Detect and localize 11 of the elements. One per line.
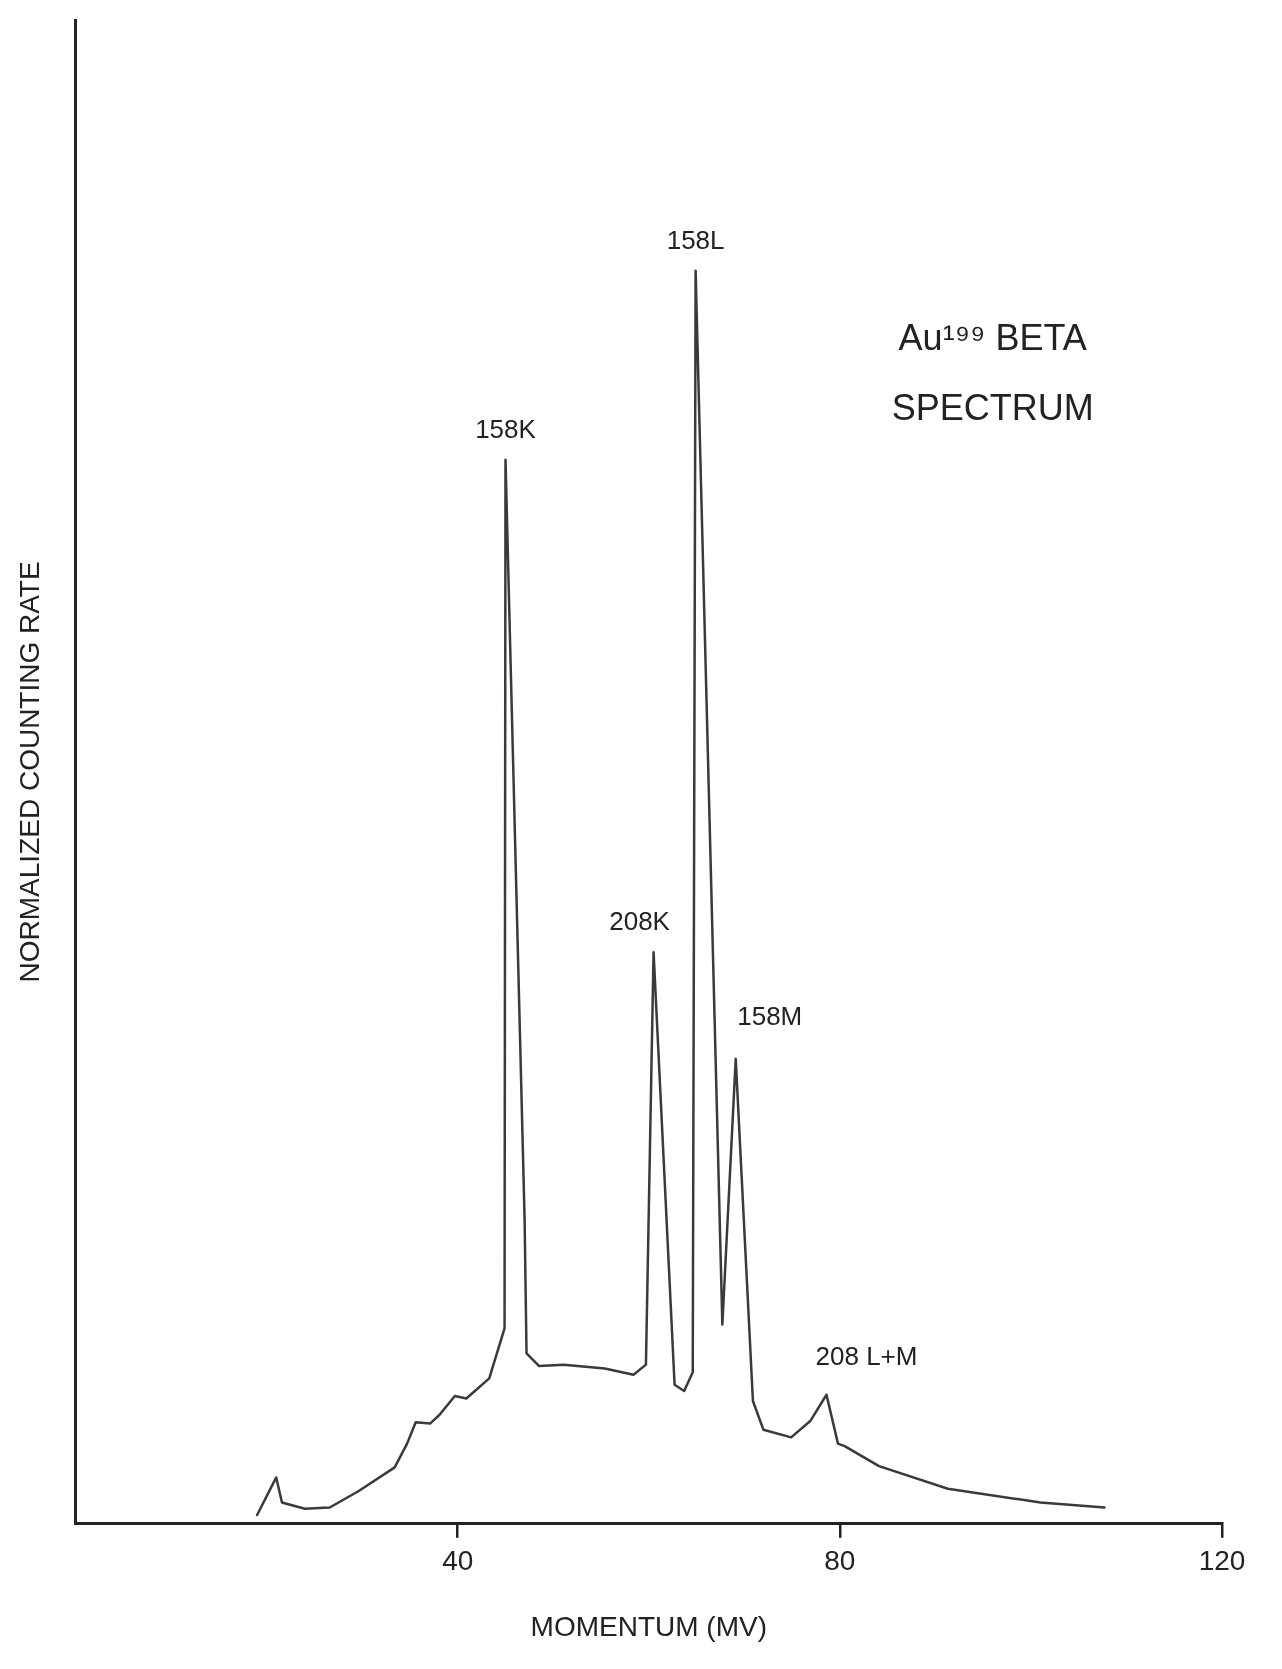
annotation: 158M	[737, 1000, 803, 1031]
text: Au¹⁹⁹ BETA SPECTRUM	[891, 317, 1094, 428]
annotation: 208 L+M	[815, 1340, 918, 1371]
annotation: 158L	[666, 224, 725, 255]
x-tick-label: 120	[1198, 1545, 1246, 1577]
x-tick-label: 40	[442, 1545, 474, 1577]
annotation: 208K	[609, 906, 671, 937]
x-tick-label: 80	[824, 1545, 856, 1577]
annotation: 158K	[475, 413, 537, 444]
y-axis-title: NORMALIZED COUNTING RATE	[13, 561, 45, 983]
x-axis-title: MOMENTUM (MV)	[530, 1610, 767, 1642]
